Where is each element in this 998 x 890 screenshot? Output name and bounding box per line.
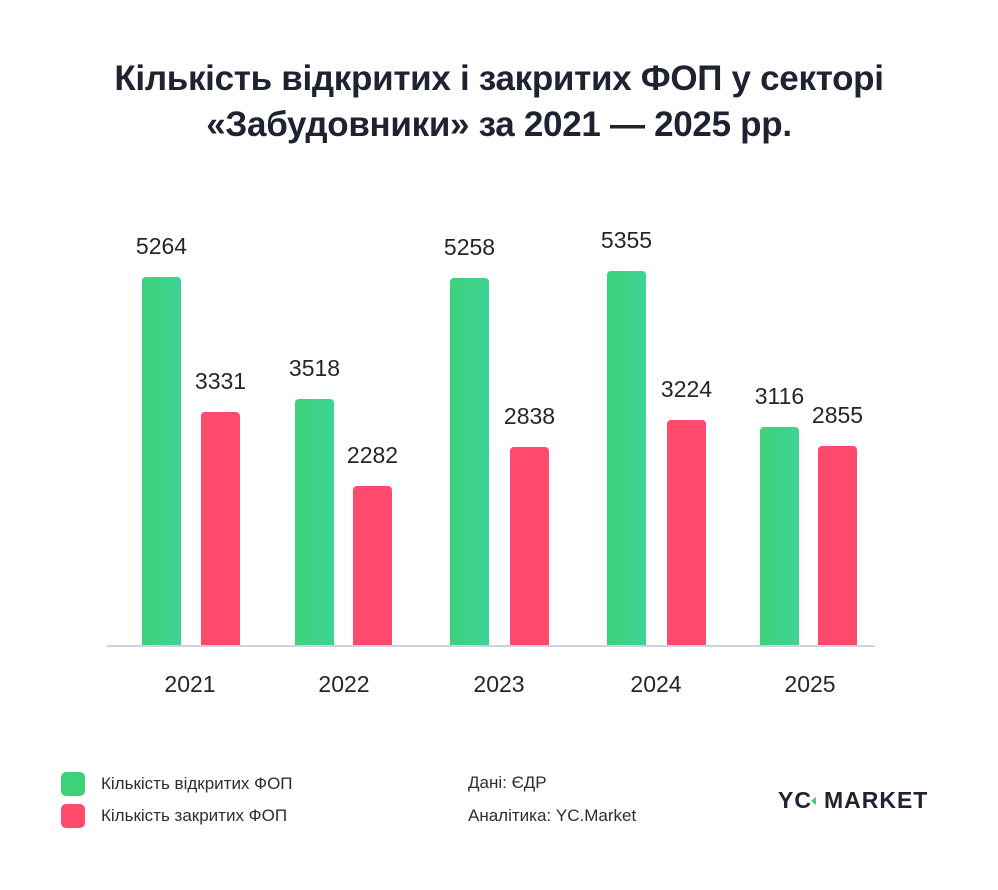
bar-closed-2024 — [667, 420, 706, 645]
data-source-text: Дані: ЄДР — [468, 773, 547, 792]
value-label-closed-2024: 3224 — [660, 376, 713, 402]
bar-closed-2021 — [201, 412, 240, 645]
chart-title-line-1: Кількість відкритих і закритих ФОП у сек… — [114, 59, 884, 98]
analytics-credit-text: Аналітика: YC.Market — [468, 806, 637, 825]
bar-open-2023 — [450, 278, 489, 645]
bar-open-2021 — [142, 277, 181, 645]
value-label-closed-2025: 2855 — [811, 402, 864, 428]
legend-item-open: Кількість відкритих ФОП — [61, 772, 293, 796]
value-label-open-2024: 5355 — [600, 227, 653, 253]
logo-market-text: MARKET — [823, 787, 929, 813]
x-tick-label-2024: 2024 — [630, 671, 682, 697]
yc-market-logo: YC MARKET — [778, 787, 928, 814]
legend-swatch-closed — [61, 804, 85, 828]
bar-open-2024 — [607, 271, 646, 645]
value-label-closed-2023: 2838 — [503, 403, 556, 429]
x-tick-label-2025: 2025 — [784, 671, 836, 697]
legend-label-closed: Кількість закритих ФОП — [101, 806, 288, 825]
x-tick-label-2022: 2022 — [318, 671, 370, 697]
chart-title: Кількість відкритих і закритих ФОП у сек… — [0, 56, 998, 148]
chart-title-line-2: «Забудовники» за 2021 — 2025 рр. — [206, 105, 792, 144]
legend-label-open: Кількість відкритих ФОП — [101, 774, 293, 793]
value-label-open-2025: 3116 — [754, 383, 805, 409]
legend-item-closed: Кількість закритих ФОП — [61, 804, 287, 828]
bar-closed-2025 — [818, 446, 857, 645]
x-tick-label-2023: 2023 — [473, 671, 525, 697]
legend-swatch-open — [61, 772, 85, 796]
x-axis-line — [107, 645, 875, 647]
bar-closed-2023 — [510, 447, 549, 645]
logo-arrow-icon — [810, 796, 816, 805]
value-label-open-2022: 3518 — [288, 355, 341, 381]
bar-closed-2022 — [353, 486, 392, 645]
value-label-closed-2021: 3331 — [194, 368, 247, 394]
value-label-closed-2022: 2282 — [346, 442, 399, 468]
logo-yc-text: YC — [778, 787, 812, 813]
bar-open-2022 — [295, 399, 334, 645]
x-tick-label-2021: 2021 — [164, 671, 216, 697]
bar-open-2025 — [760, 427, 799, 645]
value-label-open-2023: 5258 — [443, 234, 496, 260]
value-label-open-2021: 5264 — [135, 233, 188, 259]
